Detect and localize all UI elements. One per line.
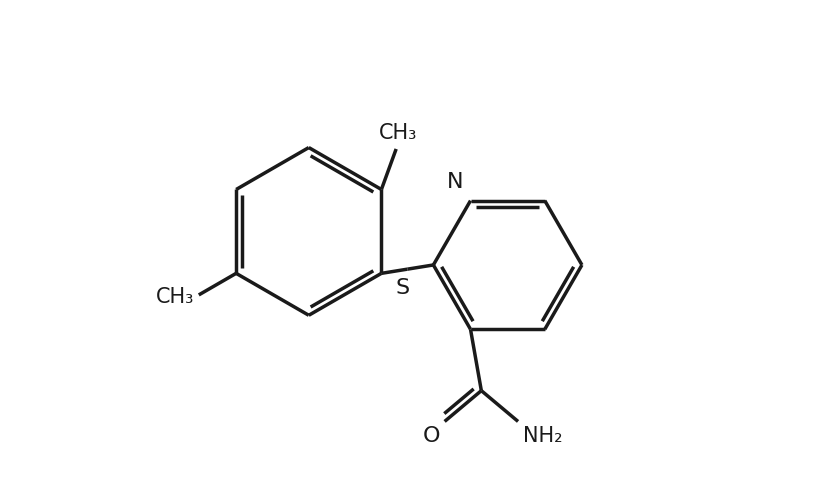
Text: S: S [396,278,410,298]
Text: CH₃: CH₃ [380,123,417,143]
Text: N: N [447,172,463,192]
Text: O: O [422,426,440,446]
Text: CH₃: CH₃ [156,287,194,308]
Text: NH₂: NH₂ [523,426,562,446]
